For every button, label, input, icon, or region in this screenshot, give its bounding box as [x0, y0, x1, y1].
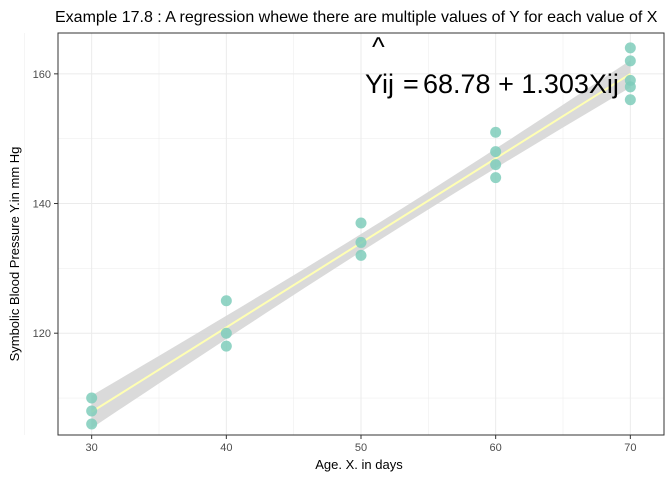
data-point — [86, 418, 98, 430]
data-point — [624, 94, 636, 106]
data-point — [86, 405, 98, 417]
y-axis-ticks: 120 140 160 — [33, 69, 58, 340]
data-point — [220, 295, 232, 307]
equation-hat: ^ — [372, 32, 385, 62]
equation-equals: = — [403, 69, 419, 99]
chart-title: Example 17.8 : A regression whewe there … — [55, 9, 658, 26]
data-point — [624, 42, 636, 54]
data-point — [86, 392, 98, 404]
x-tick-label: 30 — [86, 442, 98, 454]
x-tick-label: 50 — [355, 442, 367, 454]
data-point — [490, 159, 502, 171]
y-axis-label: Symbolic Blood Pressure Y.in mm Hg — [7, 147, 22, 362]
data-point — [355, 236, 367, 248]
data-point — [220, 327, 232, 339]
data-point — [490, 126, 502, 138]
y-tick-label: 140 — [33, 199, 51, 211]
data-point — [355, 249, 367, 261]
x-tick-label: 60 — [490, 442, 502, 454]
x-tick-label: 70 — [624, 442, 636, 454]
data-point — [490, 146, 502, 158]
data-point — [220, 340, 232, 352]
x-axis-label: Age. X. in days — [315, 457, 403, 472]
data-point — [624, 55, 636, 67]
equation-lhs: Yij — [365, 69, 394, 99]
regression-equation: ^ Yij = 68.78 + 1.303Xij — [365, 32, 619, 99]
grid-lines — [24, 33, 664, 435]
data-points — [86, 42, 636, 430]
equation-rhs: 68.78 + 1.303Xij — [423, 69, 619, 99]
y-tick-label: 120 — [33, 328, 51, 340]
data-point — [355, 217, 367, 229]
data-point — [490, 172, 502, 184]
data-point — [624, 74, 636, 86]
y-tick-label: 160 — [33, 69, 51, 81]
x-axis-ticks: 30 40 50 60 70 — [86, 435, 636, 454]
x-tick-label: 40 — [220, 442, 232, 454]
